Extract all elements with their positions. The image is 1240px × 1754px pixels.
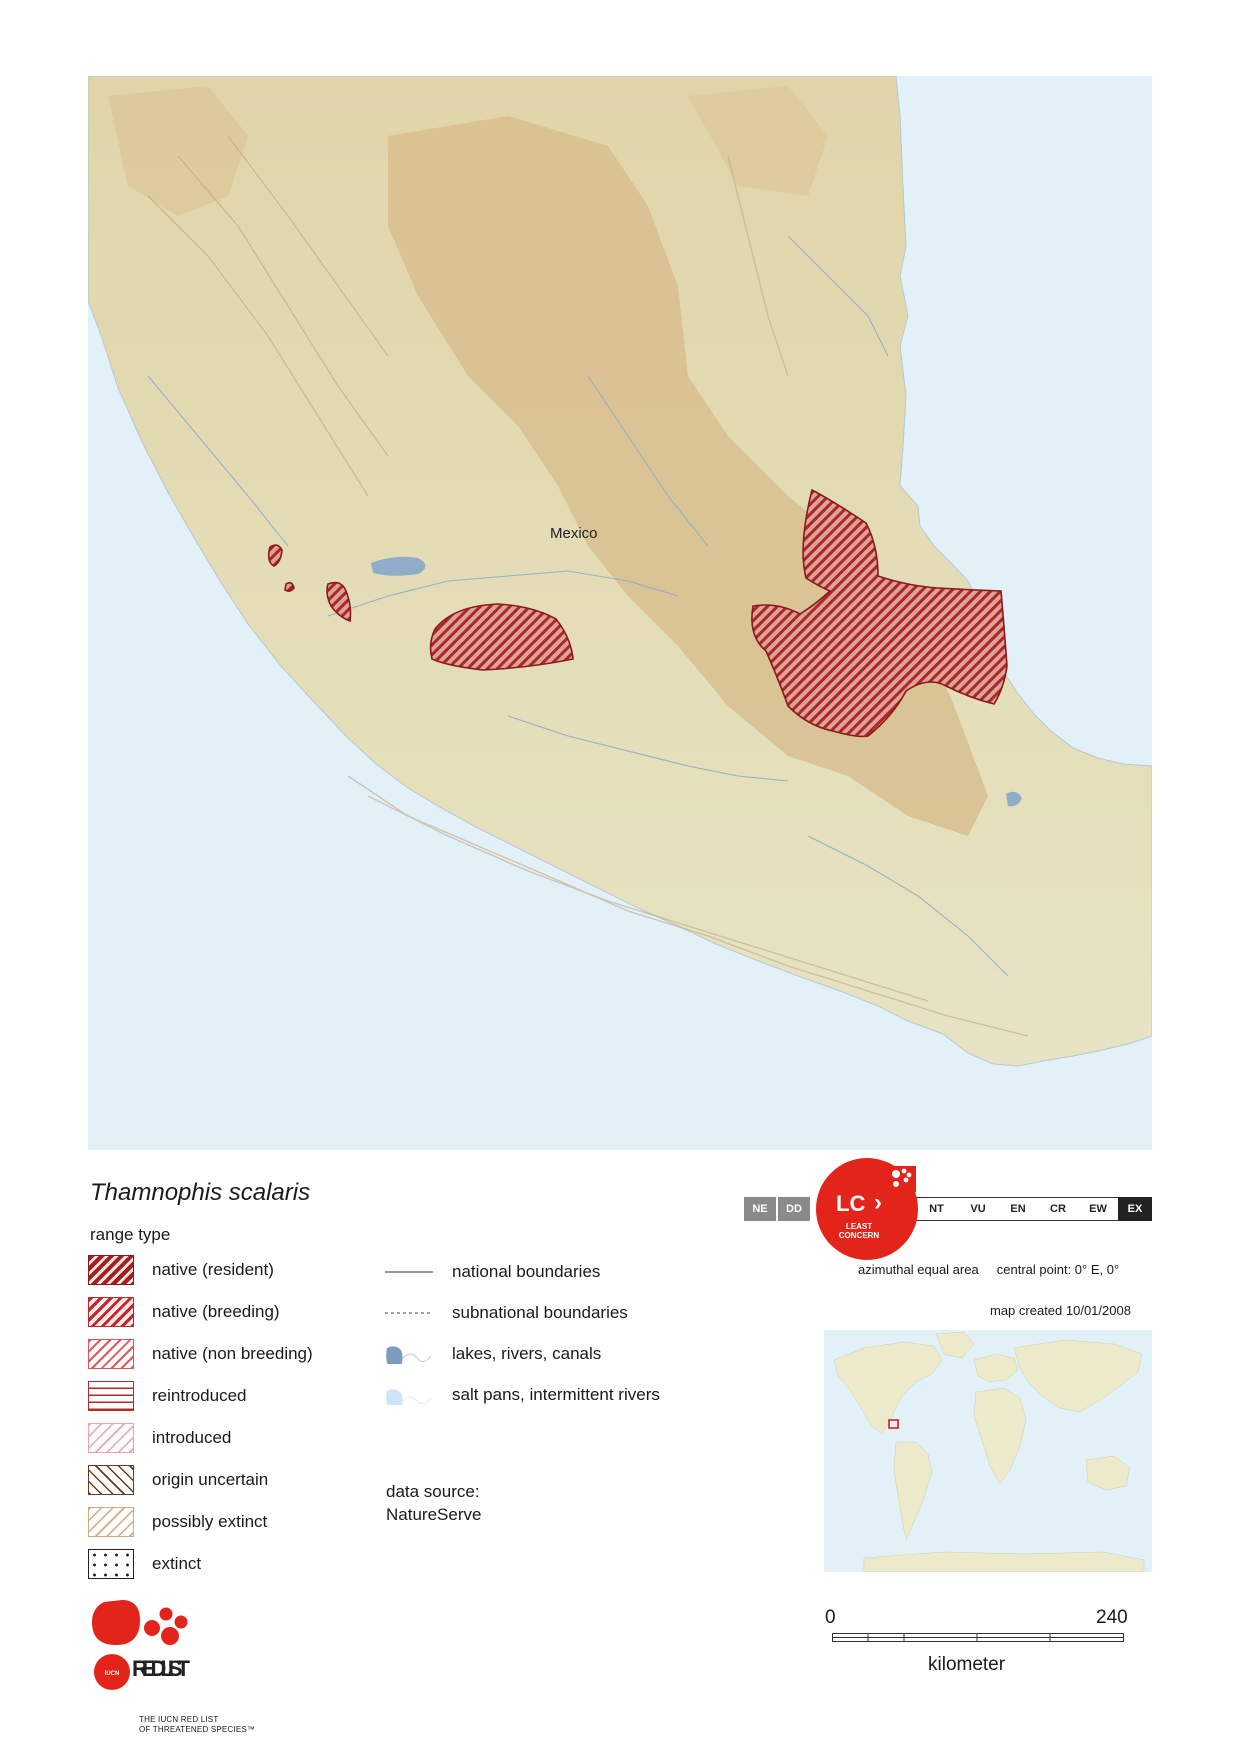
red-list-mini-logo-icon — [890, 1166, 916, 1192]
logo-tagline-2: OF THREATENED SPECIES™ — [139, 1725, 256, 1734]
legend-item-native-breeding: native (breeding) — [88, 1296, 280, 1328]
data-source-label: data source: — [386, 1482, 480, 1501]
chevron-right-icon: › — [874, 1189, 882, 1216]
species-range[interactable] — [267, 488, 1008, 738]
legend-label: native (breeding) — [152, 1302, 280, 1321]
swatch-native-breeding-icon — [88, 1297, 134, 1327]
country-label: Mexico — [550, 525, 598, 542]
asia — [1013, 1339, 1143, 1413]
scale-max: 240 — [1096, 1607, 1128, 1628]
legend-item-reintroduced: reintroduced — [88, 1380, 247, 1412]
scale-min: 0 — [825, 1607, 836, 1628]
legend-label: extinct — [152, 1554, 202, 1573]
legend-label: origin uncertain — [152, 1470, 269, 1489]
greenland — [935, 1331, 975, 1359]
legend-item-possibly-extinct: possibly extinct — [88, 1506, 267, 1538]
europe — [973, 1353, 1019, 1383]
legend-item-native-non-breeding: native (non breeding) — [88, 1338, 313, 1370]
legend-label: national boundaries — [452, 1262, 601, 1281]
species-name: Thamnophis scalaris — [90, 1179, 311, 1206]
logo-tagline-1: THE IUCN RED LIST — [139, 1715, 219, 1724]
swatch-reintroduced-icon — [88, 1381, 134, 1411]
red-list-status-bar: NE DD NT VU EN CR EW EX LC › LEAST CONCE… — [744, 1158, 1154, 1268]
legend-item-native-resident: native (resident) — [88, 1254, 274, 1286]
scale-unit: kilometer — [928, 1654, 1006, 1675]
lake-east — [1006, 791, 1022, 807]
legend-item-lakes-rivers: lakes, rivers, canals — [385, 1340, 601, 1368]
legend-item-salt-pans: salt pans, intermittent rivers — [385, 1381, 660, 1409]
status-ew: EW — [1078, 1197, 1118, 1221]
legend-item-introduced: introduced — [88, 1422, 231, 1454]
legend-label: lakes, rivers, canals — [452, 1344, 602, 1363]
range-map[interactable]: Mexico — [88, 76, 1152, 1150]
iucn-red-list-logo: IUCN RED LIST — [92, 1600, 191, 1690]
status-en: EN — [998, 1197, 1038, 1221]
legend-item-extinct: extinct — [88, 1548, 201, 1580]
dashed-line-icon — [385, 1312, 433, 1314]
solid-line-icon — [385, 1271, 433, 1273]
legend-label: possibly extinct — [152, 1512, 268, 1531]
status-current-text: LEAST CONCERN — [838, 1222, 880, 1240]
status-cr: CR — [1038, 1197, 1078, 1221]
south-america — [893, 1441, 933, 1541]
svg-text:RED LIST: RED LIST — [132, 1656, 191, 1681]
range-patch-2[interactable] — [284, 581, 295, 592]
legend-label: subnational boundaries — [452, 1303, 628, 1322]
svg-text:IUCN: IUCN — [105, 1671, 120, 1677]
status-vu: VU — [958, 1197, 998, 1221]
range-patch-1[interactable] — [267, 544, 283, 567]
swatch-introduced-icon — [88, 1423, 134, 1453]
north-america — [833, 1341, 943, 1435]
mountain-ridges — [147, 135, 1029, 1037]
world-map-svg — [833, 1331, 1145, 1572]
map-svg: Mexico — [88, 76, 1152, 1150]
legend-item-national-boundaries: national boundaries — [385, 1258, 600, 1286]
australia — [1085, 1455, 1131, 1491]
swatch-extinct-icon — [88, 1549, 134, 1579]
range-patch-5[interactable] — [751, 488, 1008, 738]
lake-river-icon — [386, 1346, 432, 1364]
swatch-native-non-breeding-icon — [88, 1339, 134, 1369]
legend-label: native (non breeding) — [152, 1344, 313, 1363]
range-patch-3[interactable] — [326, 581, 352, 623]
projection-info: azimuthal equal area central point: 0° E… — [858, 1262, 1120, 1277]
scale-bar — [832, 1633, 1124, 1642]
legend-label: reintroduced — [152, 1386, 247, 1405]
swatch-origin-uncertain-icon — [88, 1465, 134, 1495]
legend-label: introduced — [152, 1428, 232, 1447]
legend-item-subnational-boundaries: subnational boundaries — [385, 1299, 628, 1327]
status-ne: NE — [744, 1197, 776, 1221]
legend-label: salt pans, intermittent rivers — [452, 1385, 660, 1404]
antarctica — [863, 1551, 1145, 1572]
swatch-possibly-extinct-icon — [88, 1507, 134, 1537]
status-dd: DD — [778, 1197, 810, 1221]
salt-pan-icon — [386, 1389, 432, 1405]
status-ex: EX — [1118, 1197, 1152, 1221]
range-patch-4[interactable] — [429, 603, 574, 671]
location-marker-icon — [888, 1419, 899, 1429]
status-current-lc: LC › LEAST CONCERN — [816, 1158, 918, 1260]
legend-label: native (resident) — [152, 1260, 274, 1279]
status-nt: NT — [914, 1197, 958, 1221]
swatch-native-resident-icon — [88, 1255, 134, 1285]
africa — [973, 1387, 1027, 1485]
legend-title: range type — [90, 1225, 171, 1244]
rivers — [147, 235, 1009, 977]
world-locator-map — [824, 1330, 1152, 1572]
data-source-value: NatureServe — [386, 1505, 482, 1524]
map-created-date: map created 10/01/2008 — [990, 1303, 1131, 1318]
status-current-code: LC — [836, 1191, 866, 1216]
lake-chapala — [371, 556, 426, 576]
legend-item-origin-uncertain: origin uncertain — [88, 1464, 268, 1496]
